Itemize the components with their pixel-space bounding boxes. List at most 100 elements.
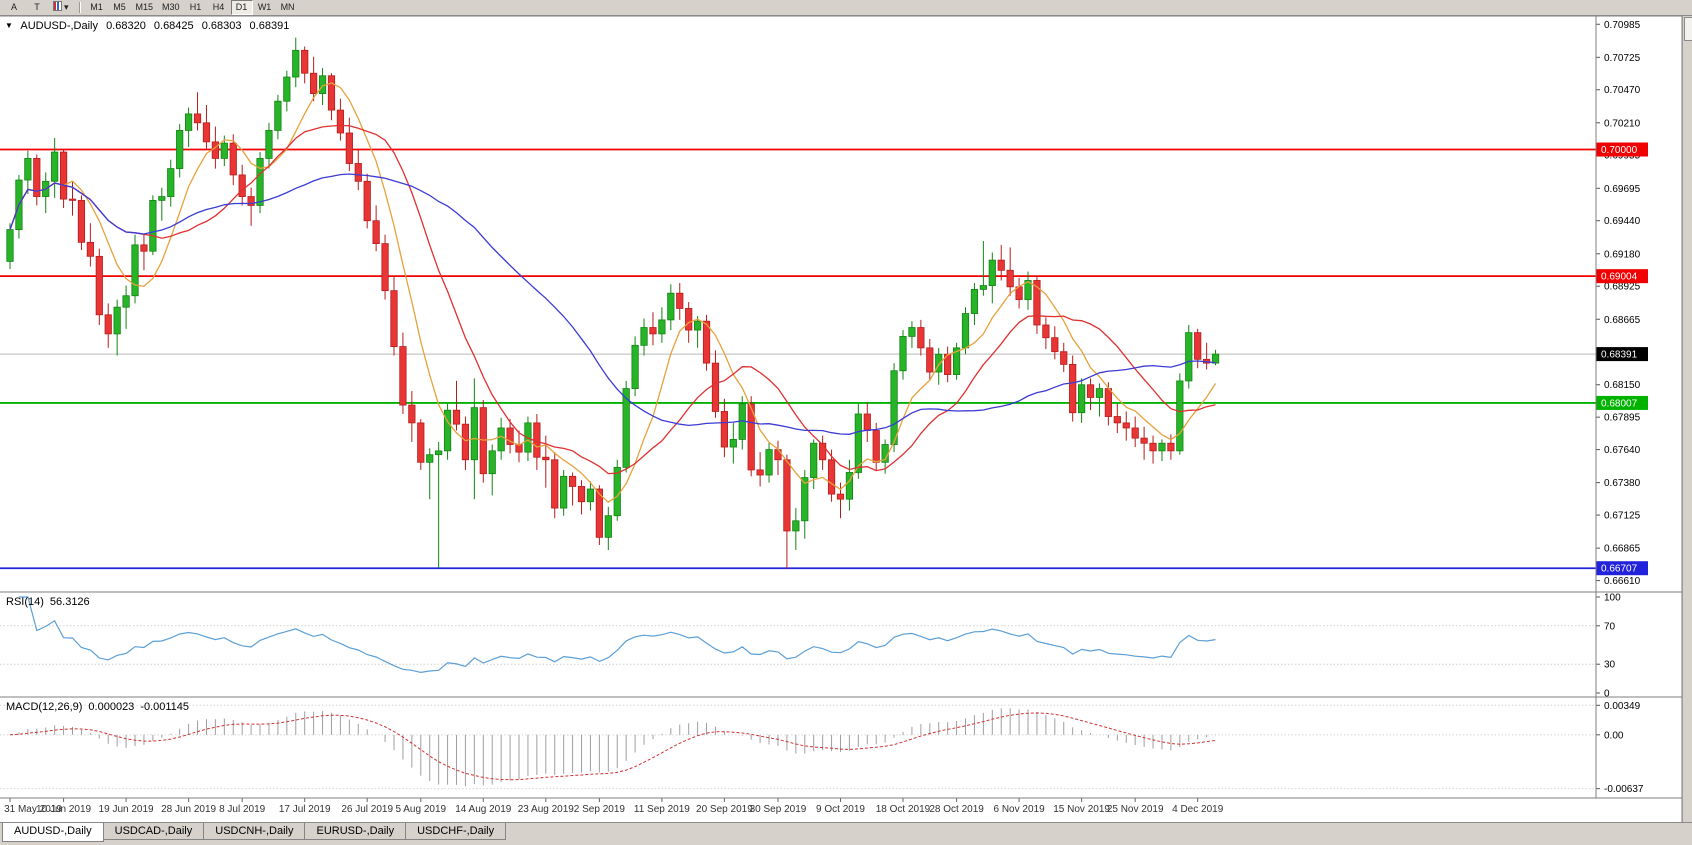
time-tick-label: 8 Jul 2019: [219, 804, 266, 815]
time-tick-label: 4 Dec 2019: [1172, 804, 1224, 815]
ohlc-open: 0.68320: [106, 20, 146, 32]
price-tick-label: 0.69695: [1604, 184, 1641, 195]
timeframe-m15[interactable]: M15: [135, 2, 154, 12]
text-tool[interactable]: T: [34, 2, 40, 12]
rsi-tick-label: 100: [1604, 593, 1621, 604]
rsi-indicator-label: RSI(14) 56.3126: [6, 596, 90, 608]
tab-audusd-daily[interactable]: AUDUSD-,Daily: [2, 823, 104, 842]
time-tick-label: 5 Aug 2019: [395, 804, 446, 815]
hline-badge-label: 0.69004: [1601, 272, 1638, 283]
price-tick-label: 0.70470: [1604, 85, 1641, 96]
timeframe-m30[interactable]: M30: [162, 2, 180, 12]
timeframe-m5[interactable]: M5: [113, 2, 126, 12]
time-tick-label: 11 Sep 2019: [634, 804, 690, 815]
rsi-name: RSI(14): [6, 596, 44, 608]
arrow-tool[interactable]: A: [10, 2, 17, 12]
price-tick-label: 0.68665: [1604, 315, 1641, 326]
ohlc-high: 0.68425: [153, 20, 194, 32]
time-tick-label: 25 Nov 2019: [1107, 804, 1164, 815]
main-chart-area[interactable]: [0, 16, 1596, 592]
time-tick-label: 18 Oct 2019: [876, 804, 931, 815]
toolbar-separator: [78, 2, 80, 13]
price-tick-label: 0.68925: [1604, 282, 1641, 293]
timeframe-mn[interactable]: MN: [280, 2, 295, 12]
price-tick-label: 0.67125: [1604, 511, 1641, 522]
macd-tick-label: -0.00637: [1604, 784, 1644, 795]
timeframe-w1[interactable]: W1: [257, 2, 272, 12]
symbol-info-line: ▼ AUDUSD-,Daily 0.68320 0.68425 0.68303 …: [5, 20, 294, 32]
macd-main-value: 0.000023: [88, 701, 135, 713]
macd-tick-label: 0.00349: [1604, 701, 1641, 712]
timeframe-toolbar: M1 M5 M15 M30 H1 H4 D1 W1 MN: [86, 0, 299, 15]
price-tick-label: 0.70210: [1604, 118, 1641, 129]
tab-usdchf-daily[interactable]: USDCHF-,Daily: [405, 823, 507, 840]
symbol-title: AUDUSD-,Daily: [20, 20, 98, 32]
macd-tick-label: 0.00: [1604, 730, 1624, 741]
price-tick-label: 0.66610: [1604, 576, 1641, 587]
timeframe-m1[interactable]: M1: [90, 2, 103, 12]
time-tick-label: 28 Jun 2019: [161, 804, 216, 815]
hline-badge-label: 0.66707: [1601, 564, 1638, 575]
price-tick-label: 0.68150: [1604, 380, 1641, 391]
rsi-tick-label: 0: [1604, 689, 1610, 700]
current-price-badge-label: 0.68391: [1601, 350, 1638, 361]
hline-badge-label: 0.68007: [1601, 398, 1638, 409]
hline-badge: [1596, 561, 1648, 576]
chart-tab-bar: AUDUSD-,Daily USDCAD-,Daily USDCNH-,Daily E…: [0, 822, 1692, 845]
price-tick-label: 0.69440: [1604, 216, 1641, 227]
toolbar-tools: A T ▾: [3, 0, 73, 15]
price-tick-label: 0.67895: [1604, 413, 1641, 424]
time-tick-label: 2 Sep 2019: [574, 804, 626, 815]
price-tick-label: 0.67380: [1604, 478, 1641, 489]
price-tick-label: 0.67640: [1604, 445, 1641, 456]
time-tick-label: 10 Jun 2019: [36, 804, 91, 815]
time-tick-label: 15 Nov 2019: [1053, 804, 1110, 815]
tab-usdcad-daily[interactable]: USDCAD-,Daily: [102, 823, 205, 840]
hline-badge: [1596, 395, 1648, 410]
ma-mid-red: [9, 124, 1216, 475]
template-tool[interactable]: ▾: [49, 0, 73, 15]
hline-badge: [1596, 269, 1648, 284]
time-tick-label: 30 Sep 2019: [750, 804, 807, 815]
time-tick-label: 17 Jul 2019: [279, 804, 331, 815]
current-price-badge: [1596, 347, 1648, 362]
price-tick-label: 0.66865: [1604, 544, 1641, 555]
price-tick-label: 0.70985: [1604, 20, 1641, 31]
tab-usdcnh-daily[interactable]: USDCNH-,Daily: [203, 823, 306, 840]
symbol-dropdown-icon[interactable]: ▼: [5, 21, 13, 30]
vertical-scrollbar[interactable]: [1682, 16, 1692, 822]
timeframe-d1[interactable]: D1: [230, 0, 253, 15]
timeframe-h4[interactable]: H4: [212, 2, 225, 12]
time-tick-label: 23 Aug 2019: [518, 804, 575, 815]
hline-badge-label: 0.70000: [1601, 145, 1638, 156]
time-tick-label: 28 Oct 2019: [929, 804, 984, 815]
rsi-tick-label: 30: [1604, 660, 1616, 671]
macd-name: MACD(12,26,9): [6, 701, 83, 713]
rsi-tick-label: 70: [1604, 621, 1616, 632]
ohlc-close: 0.68391: [249, 20, 290, 32]
time-tick-label: 6 Nov 2019: [994, 804, 1046, 815]
rsi-value: 56.3126: [49, 596, 90, 608]
time-tick-label: 19 Jun 2019: [99, 804, 154, 815]
scrollbar-thumb[interactable]: [1684, 17, 1692, 41]
price-tick-label: 0.70725: [1604, 53, 1641, 64]
tab-eurusd-daily[interactable]: EURUSD-,Daily: [304, 823, 407, 840]
time-tick-label: 20 Sep 2019: [696, 804, 753, 815]
time-axis[interactable]: [0, 798, 1682, 822]
toolbar: A T ▾ M1 M5 M15 M30 H1 H4 D1 W1 MN: [0, 0, 1692, 16]
ohlc-low: 0.68303: [201, 20, 242, 32]
rsi-panel-area[interactable]: [0, 592, 1596, 697]
macd-indicator-label: MACD(12,26,9) 0.000023 -0.001145: [6, 701, 189, 713]
time-tick-label: 26 Jul 2019: [341, 804, 393, 815]
rsi-line: [18, 596, 1216, 674]
time-tick-label: 9 Oct 2019: [816, 804, 865, 815]
macd-histogram: [18, 708, 1217, 787]
macd-panel-area[interactable]: [0, 697, 1596, 798]
time-tick-label: 31 May 2019: [4, 804, 62, 815]
ma-fast-orange: [9, 82, 1217, 503]
timeframe-h1[interactable]: H1: [189, 2, 202, 12]
macd-signal-value: -0.001145: [140, 701, 190, 713]
ma-slow-blue: [9, 173, 1216, 435]
